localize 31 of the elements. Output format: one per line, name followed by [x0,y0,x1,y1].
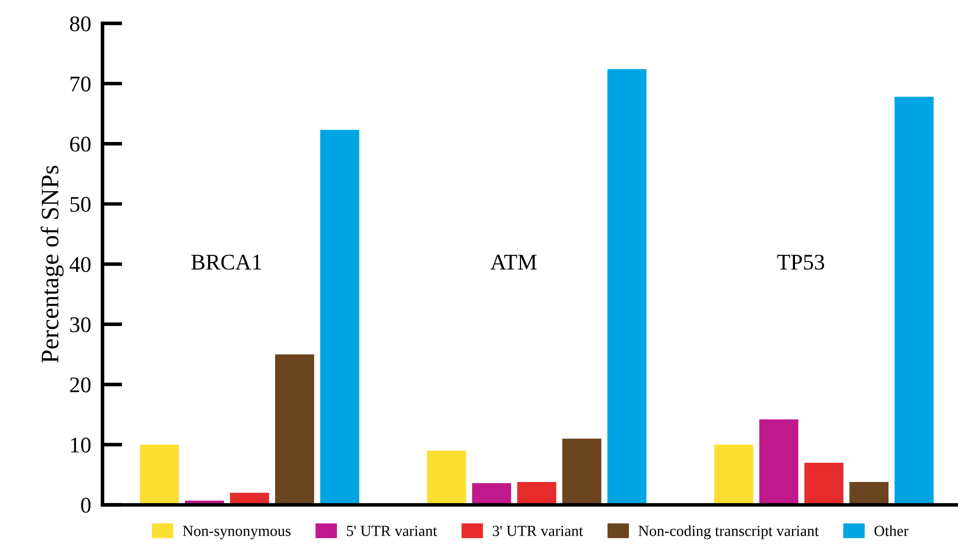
y-axis-title: Percentage of SNPs [40,166,64,363]
x-tick-label: ATM [490,254,537,270]
legend-label: 3' UTR variant [492,526,584,536]
y-tick-label: 40 [70,257,91,272]
legend-label: Other [874,525,908,536]
bar [804,462,844,505]
bar [320,130,360,505]
bar [517,482,556,505]
bar [427,450,466,505]
bar [472,483,512,505]
bar [849,482,889,505]
y-tick-label: 20 [70,377,91,392]
y-tick-label: 70 [70,76,91,92]
bar [714,444,754,505]
y-tick-label: 0 [81,498,91,513]
legend-label: Non-coding transcript variant [638,525,819,540]
bar [140,444,179,505]
y-tick-label: 30 [70,317,91,332]
bar [607,69,646,505]
bar [894,96,934,505]
y-tick-label: 10 [71,438,91,453]
x-tick-label: BRCA1 [191,254,262,270]
y-tick-label: 80 [70,16,91,32]
x-tick-label: TP53 [777,254,824,270]
bar [275,354,314,505]
y-tick-label: 50 [70,196,91,212]
bar [562,438,602,505]
legend-label: 5' UTR variant [346,526,438,536]
bar [759,419,798,505]
y-tick-label: 60 [70,136,91,152]
legend-label: Non-synonymous [182,526,291,540]
